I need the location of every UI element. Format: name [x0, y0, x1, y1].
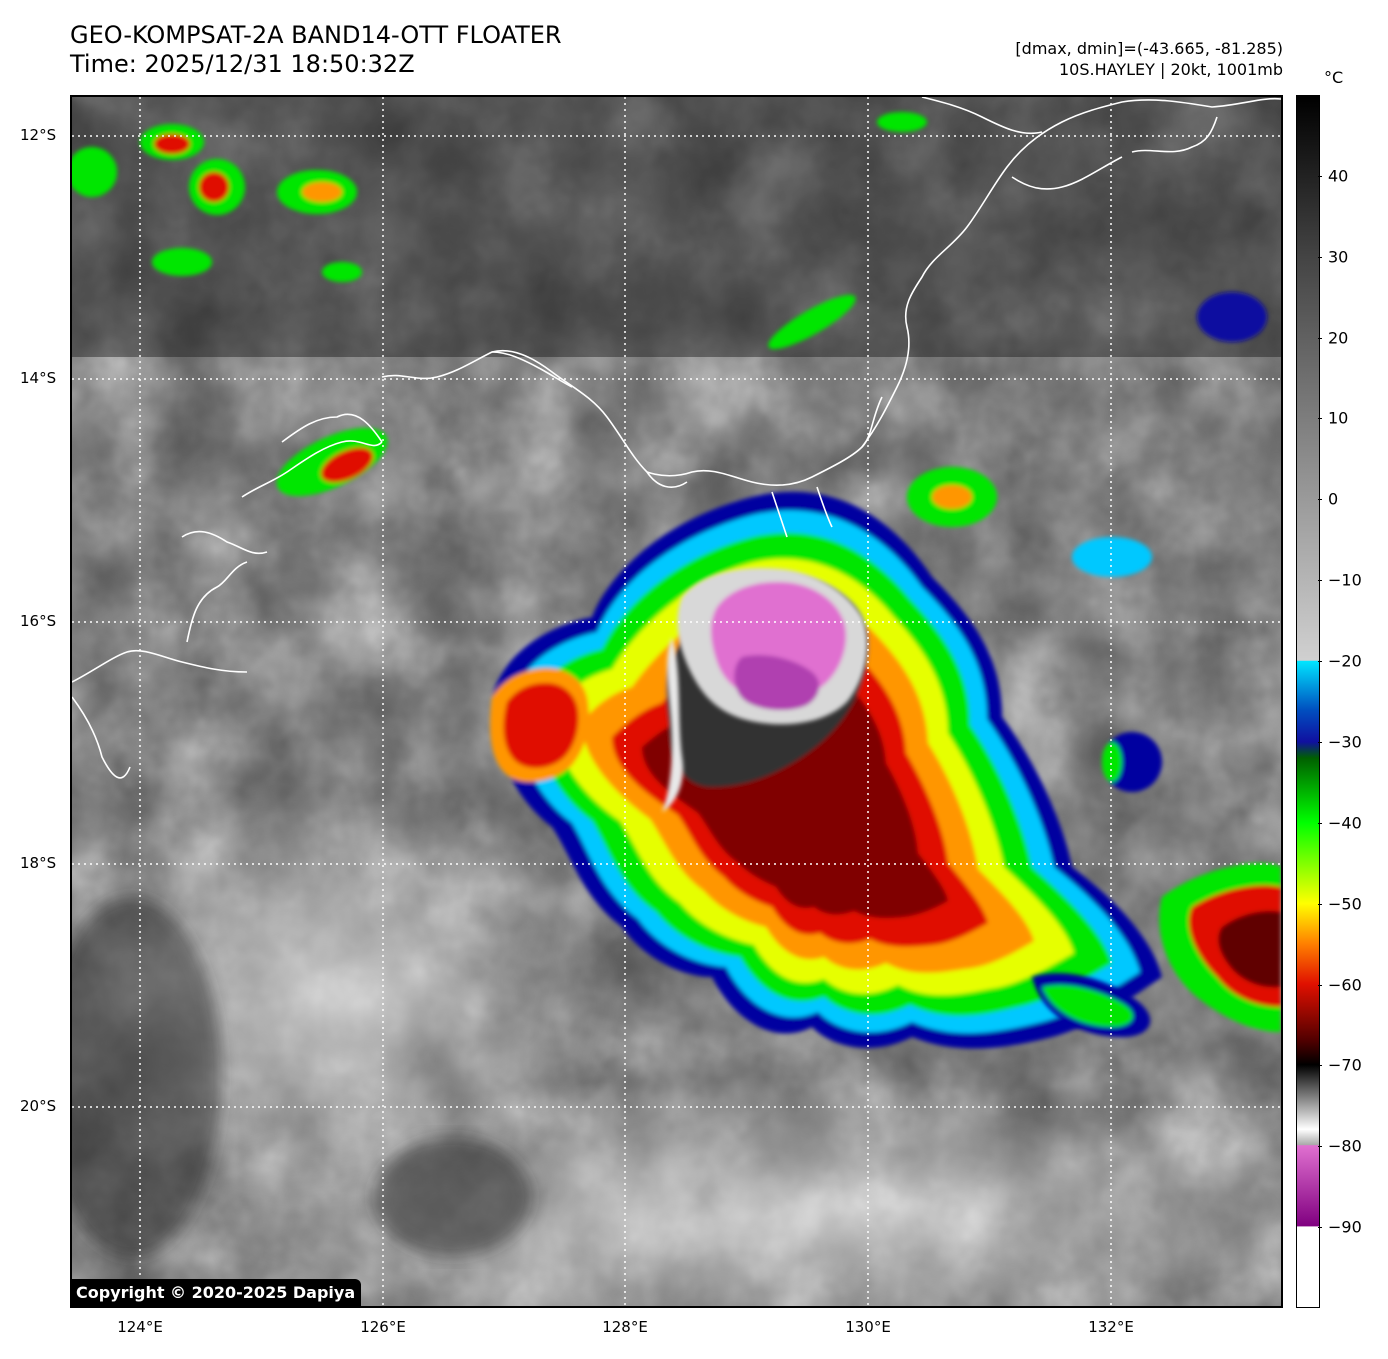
colorbar-tick-mark: [1318, 256, 1322, 258]
colorbar-tick-mark: [1318, 337, 1322, 339]
lon-label-124e: 124°E: [117, 1318, 163, 1336]
colorbar-tick-mark: [1318, 418, 1322, 420]
colorbar-tick-mark: [1318, 661, 1322, 663]
colorbar-tick-label: −70: [1328, 1055, 1362, 1075]
colorbar-tick-label: 10: [1328, 408, 1349, 428]
colorbar-tick-mark: [1318, 175, 1322, 177]
copyright-label: Copyright © 2020-2025 Dapiya: [70, 1279, 362, 1306]
title-line-2: Time: 2025/12/31 18:50:32Z: [70, 50, 415, 78]
colorbar-tick-label: −80: [1328, 1136, 1362, 1156]
colorbar-tick-mark: [1318, 984, 1322, 986]
colorbar-tick-mark: [1318, 822, 1322, 824]
title-line-1: GEO-KOMPSAT-2A BAND14-OTT FLOATER: [70, 21, 562, 49]
colorbar-tick-label: −50: [1328, 894, 1362, 914]
dmax-dmin-label: [dmax, dmin]=(-43.665, -81.285): [1015, 39, 1283, 58]
colorbar-tick-label: 20: [1328, 328, 1349, 348]
lat-label-14s: 14°S: [20, 369, 57, 387]
colorbar-tick-label: 30: [1328, 247, 1349, 267]
storm-name-label: 10S.HAYLEY | 20kt, 1001mb: [1059, 60, 1283, 79]
storm-info: [dmax, dmin]=(-43.665, -81.285) 10S.HAYL…: [1015, 38, 1283, 80]
colorbar: [1296, 95, 1320, 1308]
colorbar-tick-label: −40: [1328, 813, 1362, 833]
lat-label-20s: 20°S: [20, 1097, 57, 1115]
colorbar-tick-mark: [1318, 1227, 1322, 1229]
colorbar-tick-label: −30: [1328, 732, 1362, 752]
colorbar-tick-label: 40: [1328, 166, 1349, 186]
lat-label-16s: 16°S: [20, 612, 57, 630]
colorbar-tick-mark: [1318, 1146, 1322, 1148]
colorbar-tick-label: −10: [1328, 570, 1362, 590]
lon-label-130e: 130°E: [845, 1318, 891, 1336]
colorbar-unit: °C: [1324, 68, 1344, 87]
lon-label-132e: 132°E: [1088, 1318, 1134, 1336]
colorbar-tick-label: 0: [1328, 489, 1339, 509]
lat-label-18s: 18°S: [20, 854, 57, 872]
colorbar-tick-mark: [1318, 1065, 1322, 1067]
coastline: [72, 97, 1281, 779]
colorbar-tick-mark: [1318, 741, 1322, 743]
colorbar-tick-mark: [1318, 903, 1322, 905]
lon-label-126e: 126°E: [360, 1318, 406, 1336]
lat-label-12s: 12°S: [20, 126, 57, 144]
colorbar-tick-label: −60: [1328, 975, 1362, 995]
lon-label-128e: 128°E: [602, 1318, 648, 1336]
colorbar-tick-label: −90: [1328, 1217, 1362, 1237]
colorbar-tick-mark: [1318, 499, 1322, 501]
colorbar-tick-mark: [1318, 580, 1322, 582]
satellite-imagery: [72, 97, 1281, 1306]
satellite-map: [70, 95, 1283, 1308]
colorbar-tick-label: −20: [1328, 651, 1362, 671]
figure-title: GEO-KOMPSAT-2A BAND14-OTT FLOATER Time: …: [70, 21, 562, 79]
